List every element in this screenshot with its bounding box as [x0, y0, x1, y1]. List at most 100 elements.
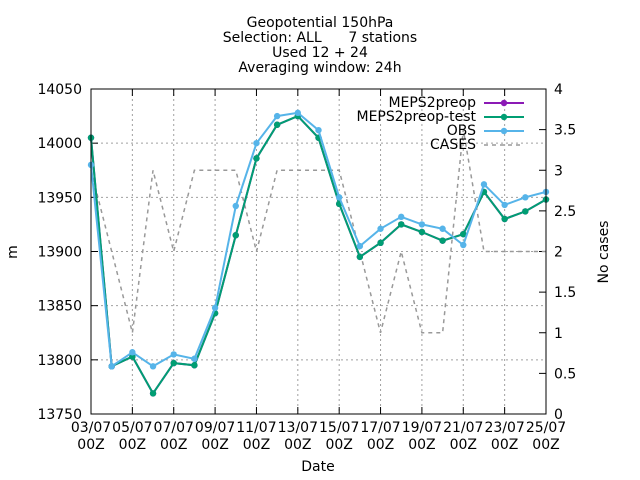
- data-point-obs: [460, 241, 467, 249]
- y-tick-label: 14050: [37, 82, 82, 98]
- legend-label-meps2preop: MEPS2preop: [388, 95, 476, 111]
- y2-axis-label: No cases: [596, 221, 612, 284]
- y2-tick-label: 1: [554, 326, 563, 342]
- x-tick-label: 15/07: [319, 420, 359, 436]
- y-tick-label: 14000: [37, 136, 82, 152]
- y-axis-label: m: [5, 245, 21, 259]
- data-point-obs: [211, 304, 219, 312]
- title-line-1: Geopotential 150hPa: [247, 15, 394, 31]
- x-tick-label-hour: 00Z: [243, 437, 270, 453]
- chart-title: Geopotential 150hPa Selection: ALL 7 sta…: [223, 15, 417, 76]
- series-layer: [87, 109, 550, 397]
- y2-tick-label: 1.5: [554, 285, 576, 301]
- x-axis-label: Date: [301, 459, 334, 475]
- y-axis-ticks: 13750 13800 13850 13900 13950 14000 14050: [37, 82, 98, 423]
- x-tick-label-hour: 00Z: [284, 437, 311, 453]
- data-point-meps2preop-test: [170, 359, 177, 367]
- data-point-obs: [377, 225, 384, 232]
- data-point-meps2preop-test: [191, 362, 198, 369]
- legend-marker-obs: [500, 127, 508, 135]
- x-axis-ticks: 03/0700Z05/0700Z07/0700Z09/0700Z11/0700Z…: [71, 89, 566, 453]
- data-point-obs: [108, 363, 115, 370]
- y2-tick-label: 0: [554, 407, 563, 423]
- legend-label-meps2preop-test: MEPS2preop-test: [357, 109, 477, 125]
- series-line-meps2preop-test: [90, 114, 547, 396]
- y2-tick-label: 3.5: [554, 123, 576, 139]
- data-point-obs: [335, 194, 343, 201]
- x-tick-label-hour: 00Z: [77, 437, 104, 453]
- x-tick-label-hour: 00Z: [160, 437, 187, 453]
- data-point-obs: [356, 242, 364, 250]
- x-tick-label-hour: 00Z: [367, 437, 394, 453]
- legend-marker-meps2preop-test: [500, 113, 508, 121]
- data-point-meps2preop-test: [273, 121, 281, 128]
- data-point-obs: [398, 213, 405, 221]
- data-point-meps2preop-test: [460, 230, 467, 238]
- x-tick-label: 23/07: [484, 420, 524, 436]
- title-line-2: Selection: ALL 7 stations: [223, 30, 417, 46]
- data-point-meps2preop-test: [232, 232, 239, 239]
- x-tick-label: 13/07: [278, 420, 318, 436]
- data-point-meps2preop-test: [398, 221, 405, 228]
- x-tick-label-hour: 00Z: [119, 437, 146, 453]
- data-point-obs: [191, 355, 198, 362]
- y2-tick-label: 2: [554, 245, 563, 261]
- x-tick-label: 03/07: [71, 420, 111, 436]
- data-point-obs: [315, 126, 322, 134]
- x-tick-label: 09/07: [195, 420, 235, 436]
- y-tick-label: 13800: [37, 353, 82, 369]
- x-tick-label: 05/07: [112, 420, 152, 436]
- data-point-meps2preop-test: [522, 208, 529, 215]
- y-tick-label: 13900: [37, 245, 82, 261]
- y-tick-label: 13950: [37, 190, 82, 206]
- data-point-obs: [439, 225, 446, 232]
- data-point-obs: [501, 201, 508, 209]
- legend-label-obs: OBS: [447, 123, 476, 139]
- x-tick-label: 21/07: [443, 420, 483, 436]
- legend-marker-meps2preop: [500, 99, 508, 107]
- x-tick-label: 17/07: [360, 420, 400, 436]
- x-tick-label: 11/07: [236, 420, 276, 436]
- data-point-obs: [253, 139, 260, 147]
- data-point-meps2preop-test: [253, 155, 260, 162]
- x-tick-label: 19/07: [402, 420, 442, 436]
- data-point-obs: [522, 194, 529, 201]
- title-line-4: Averaging window: 24h: [238, 60, 401, 76]
- grid: [91, 89, 546, 414]
- series-line-obs: [90, 111, 547, 369]
- data-point-meps2preop-test: [439, 237, 446, 244]
- data-point-meps2preop-test: [149, 390, 157, 397]
- title-line-3: Used 12 + 24: [272, 45, 368, 61]
- y2-tick-label: 2.5: [554, 204, 576, 220]
- x-tick-label: 25/07: [526, 420, 566, 436]
- data-point-obs: [129, 349, 136, 356]
- y2-tick-label: 3: [554, 163, 563, 179]
- x-tick-label-hour: 00Z: [450, 437, 477, 453]
- x-tick-label-hour: 00Z: [532, 437, 559, 453]
- data-point-obs: [170, 351, 177, 358]
- data-point-obs: [232, 202, 239, 210]
- x-tick-label-hour: 00Z: [491, 437, 518, 453]
- data-point-meps2preop-test: [501, 215, 508, 223]
- y-tick-label: 13750: [37, 407, 82, 423]
- x-tick-label: 07/07: [154, 420, 194, 436]
- data-point-meps2preop-test: [356, 253, 364, 261]
- y-tick-label: 13850: [37, 299, 82, 315]
- data-point-obs: [480, 181, 488, 188]
- x-tick-label-hour: 00Z: [325, 437, 352, 453]
- data-point-meps2preop-test: [418, 228, 426, 236]
- y2-axis-ticks: 0 0.5 1 1.5 2 2.5 3 3.5 4: [539, 82, 576, 423]
- y2-tick-label: 0.5: [554, 366, 576, 382]
- data-point-obs: [273, 112, 281, 120]
- data-point-obs: [418, 221, 426, 228]
- x-tick-label-hour: 00Z: [201, 437, 228, 453]
- data-point-obs: [149, 363, 157, 370]
- legend-label-cases: CASES: [430, 137, 476, 153]
- data-point-meps2preop-test: [377, 239, 384, 247]
- y2-tick-label: 4: [554, 82, 563, 98]
- series-line-meps2preop: [90, 114, 547, 396]
- plot-frame: [90, 88, 547, 415]
- data-point-obs: [294, 109, 302, 117]
- series-line-cases: [90, 129, 546, 334]
